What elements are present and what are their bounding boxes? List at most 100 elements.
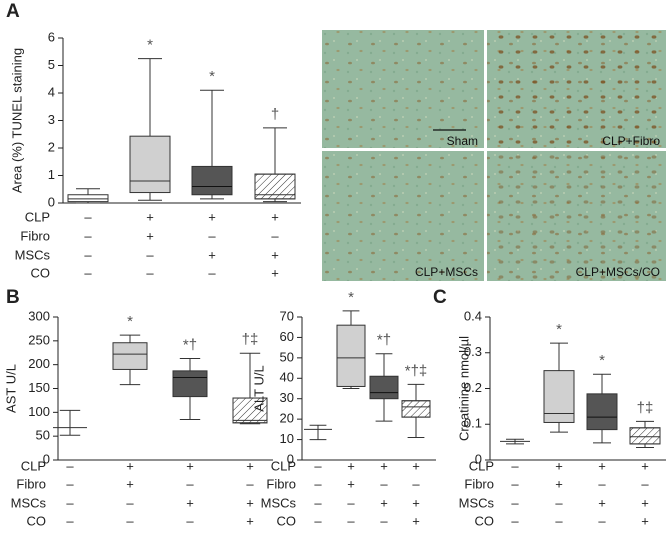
condition-value: – (84, 247, 92, 262)
condition-value: – (314, 513, 322, 528)
condition-value: – (598, 476, 606, 491)
condition-label: Fibro (464, 476, 494, 491)
condition-value: + (412, 495, 420, 510)
condition-value: – (66, 476, 74, 491)
condition-value: + (208, 247, 216, 262)
panel-label: A (6, 1, 20, 22)
condition-value: – (271, 228, 279, 243)
condition-value: + (598, 458, 606, 473)
condition-value: – (555, 513, 563, 528)
condition-value: – (186, 476, 194, 491)
condition-label: CO (277, 513, 297, 528)
condition-value: – (347, 513, 355, 528)
condition-value: + (380, 458, 388, 473)
condition-value: – (126, 513, 134, 528)
y-tick-label: 200 (28, 356, 50, 371)
y-tick-label: 40 (280, 370, 294, 385)
condition-label: MSCs (459, 495, 495, 510)
condition-value: + (186, 458, 194, 473)
y-tick-label: 20 (280, 411, 294, 426)
condition-value: – (598, 513, 606, 528)
y-tick-label: 0 (287, 451, 294, 466)
condition-value: – (511, 458, 519, 473)
condition-value: + (347, 458, 355, 473)
panel-label: B (6, 287, 20, 308)
y-axis-label: Area (%) TUNEL staining (9, 48, 24, 193)
significance-annotation: * (209, 68, 215, 85)
condition-value: – (314, 458, 322, 473)
condition-value: – (186, 513, 194, 528)
y-tick-label: 2 (48, 139, 55, 154)
condition-label: CO (27, 513, 47, 528)
condition-label: CO (31, 265, 51, 280)
condition-value: – (641, 476, 649, 491)
micrograph-label: Sham (447, 134, 478, 148)
y-axis-label: AST U/L (3, 364, 18, 413)
box (586, 393, 618, 431)
y-tick-label: 0.3 (464, 344, 482, 359)
condition-value: + (146, 209, 154, 224)
significance-annotation: * (127, 313, 133, 330)
box-hatch (232, 397, 268, 424)
condition-value: – (146, 265, 154, 280)
condition-value: – (314, 476, 322, 491)
micrograph-staining (487, 30, 666, 148)
condition-value: – (84, 228, 92, 243)
box (543, 370, 575, 423)
condition-value: – (314, 495, 322, 510)
condition-value: + (146, 228, 154, 243)
condition-value: + (246, 513, 254, 528)
condition-value: – (380, 513, 388, 528)
condition-value: + (598, 495, 606, 510)
condition-label: CO (475, 513, 495, 528)
box (336, 324, 366, 387)
condition-value: + (208, 209, 216, 224)
condition-value: + (641, 513, 649, 528)
y-tick-label: 0.1 (464, 416, 482, 431)
significance-annotation: †‡ (637, 399, 654, 416)
box (129, 135, 171, 194)
condition-value: – (555, 495, 563, 510)
y-axis-label: Creatinine nmol/µl (456, 336, 471, 441)
significance-annotation: *† (183, 336, 197, 353)
y-axis-label: ALT U/L (251, 365, 266, 411)
box (67, 194, 109, 203)
condition-value: + (271, 247, 279, 262)
condition-label: MSCs (11, 495, 47, 510)
condition-value: + (412, 513, 420, 528)
micrograph (322, 151, 484, 281)
condition-label: CLP (25, 209, 50, 224)
condition-value: – (347, 495, 355, 510)
condition-label: Fibro (266, 476, 296, 491)
condition-value: + (641, 458, 649, 473)
significance-annotation: †‡ (242, 331, 259, 348)
condition-label: CLP (469, 458, 494, 473)
box (112, 342, 148, 370)
micrograph (322, 30, 484, 148)
y-tick-label: 60 (280, 329, 294, 344)
y-tick-label: 0 (43, 451, 50, 466)
y-tick-label: 250 (28, 332, 50, 347)
condition-value: – (208, 265, 216, 280)
condition-value: + (412, 458, 420, 473)
condition-value: – (146, 247, 154, 262)
y-tick-label: 70 (280, 308, 294, 323)
condition-label: Fibro (20, 228, 50, 243)
condition-value: + (555, 476, 563, 491)
condition-label: CLP (271, 458, 296, 473)
condition-value: – (126, 495, 134, 510)
condition-value: – (66, 513, 74, 528)
condition-value: – (208, 228, 216, 243)
box (369, 375, 399, 400)
significance-annotation: † (271, 106, 279, 123)
condition-value: – (380, 476, 388, 491)
condition-label: CLP (21, 458, 46, 473)
significance-annotation: *† (377, 332, 391, 349)
condition-value: – (246, 476, 254, 491)
box (191, 165, 233, 196)
y-tick-label: 0.4 (464, 308, 482, 323)
box (172, 370, 208, 398)
y-tick-label: 1 (48, 167, 55, 182)
y-tick-label: 50 (36, 428, 50, 443)
y-tick-label: 5 (48, 57, 55, 72)
